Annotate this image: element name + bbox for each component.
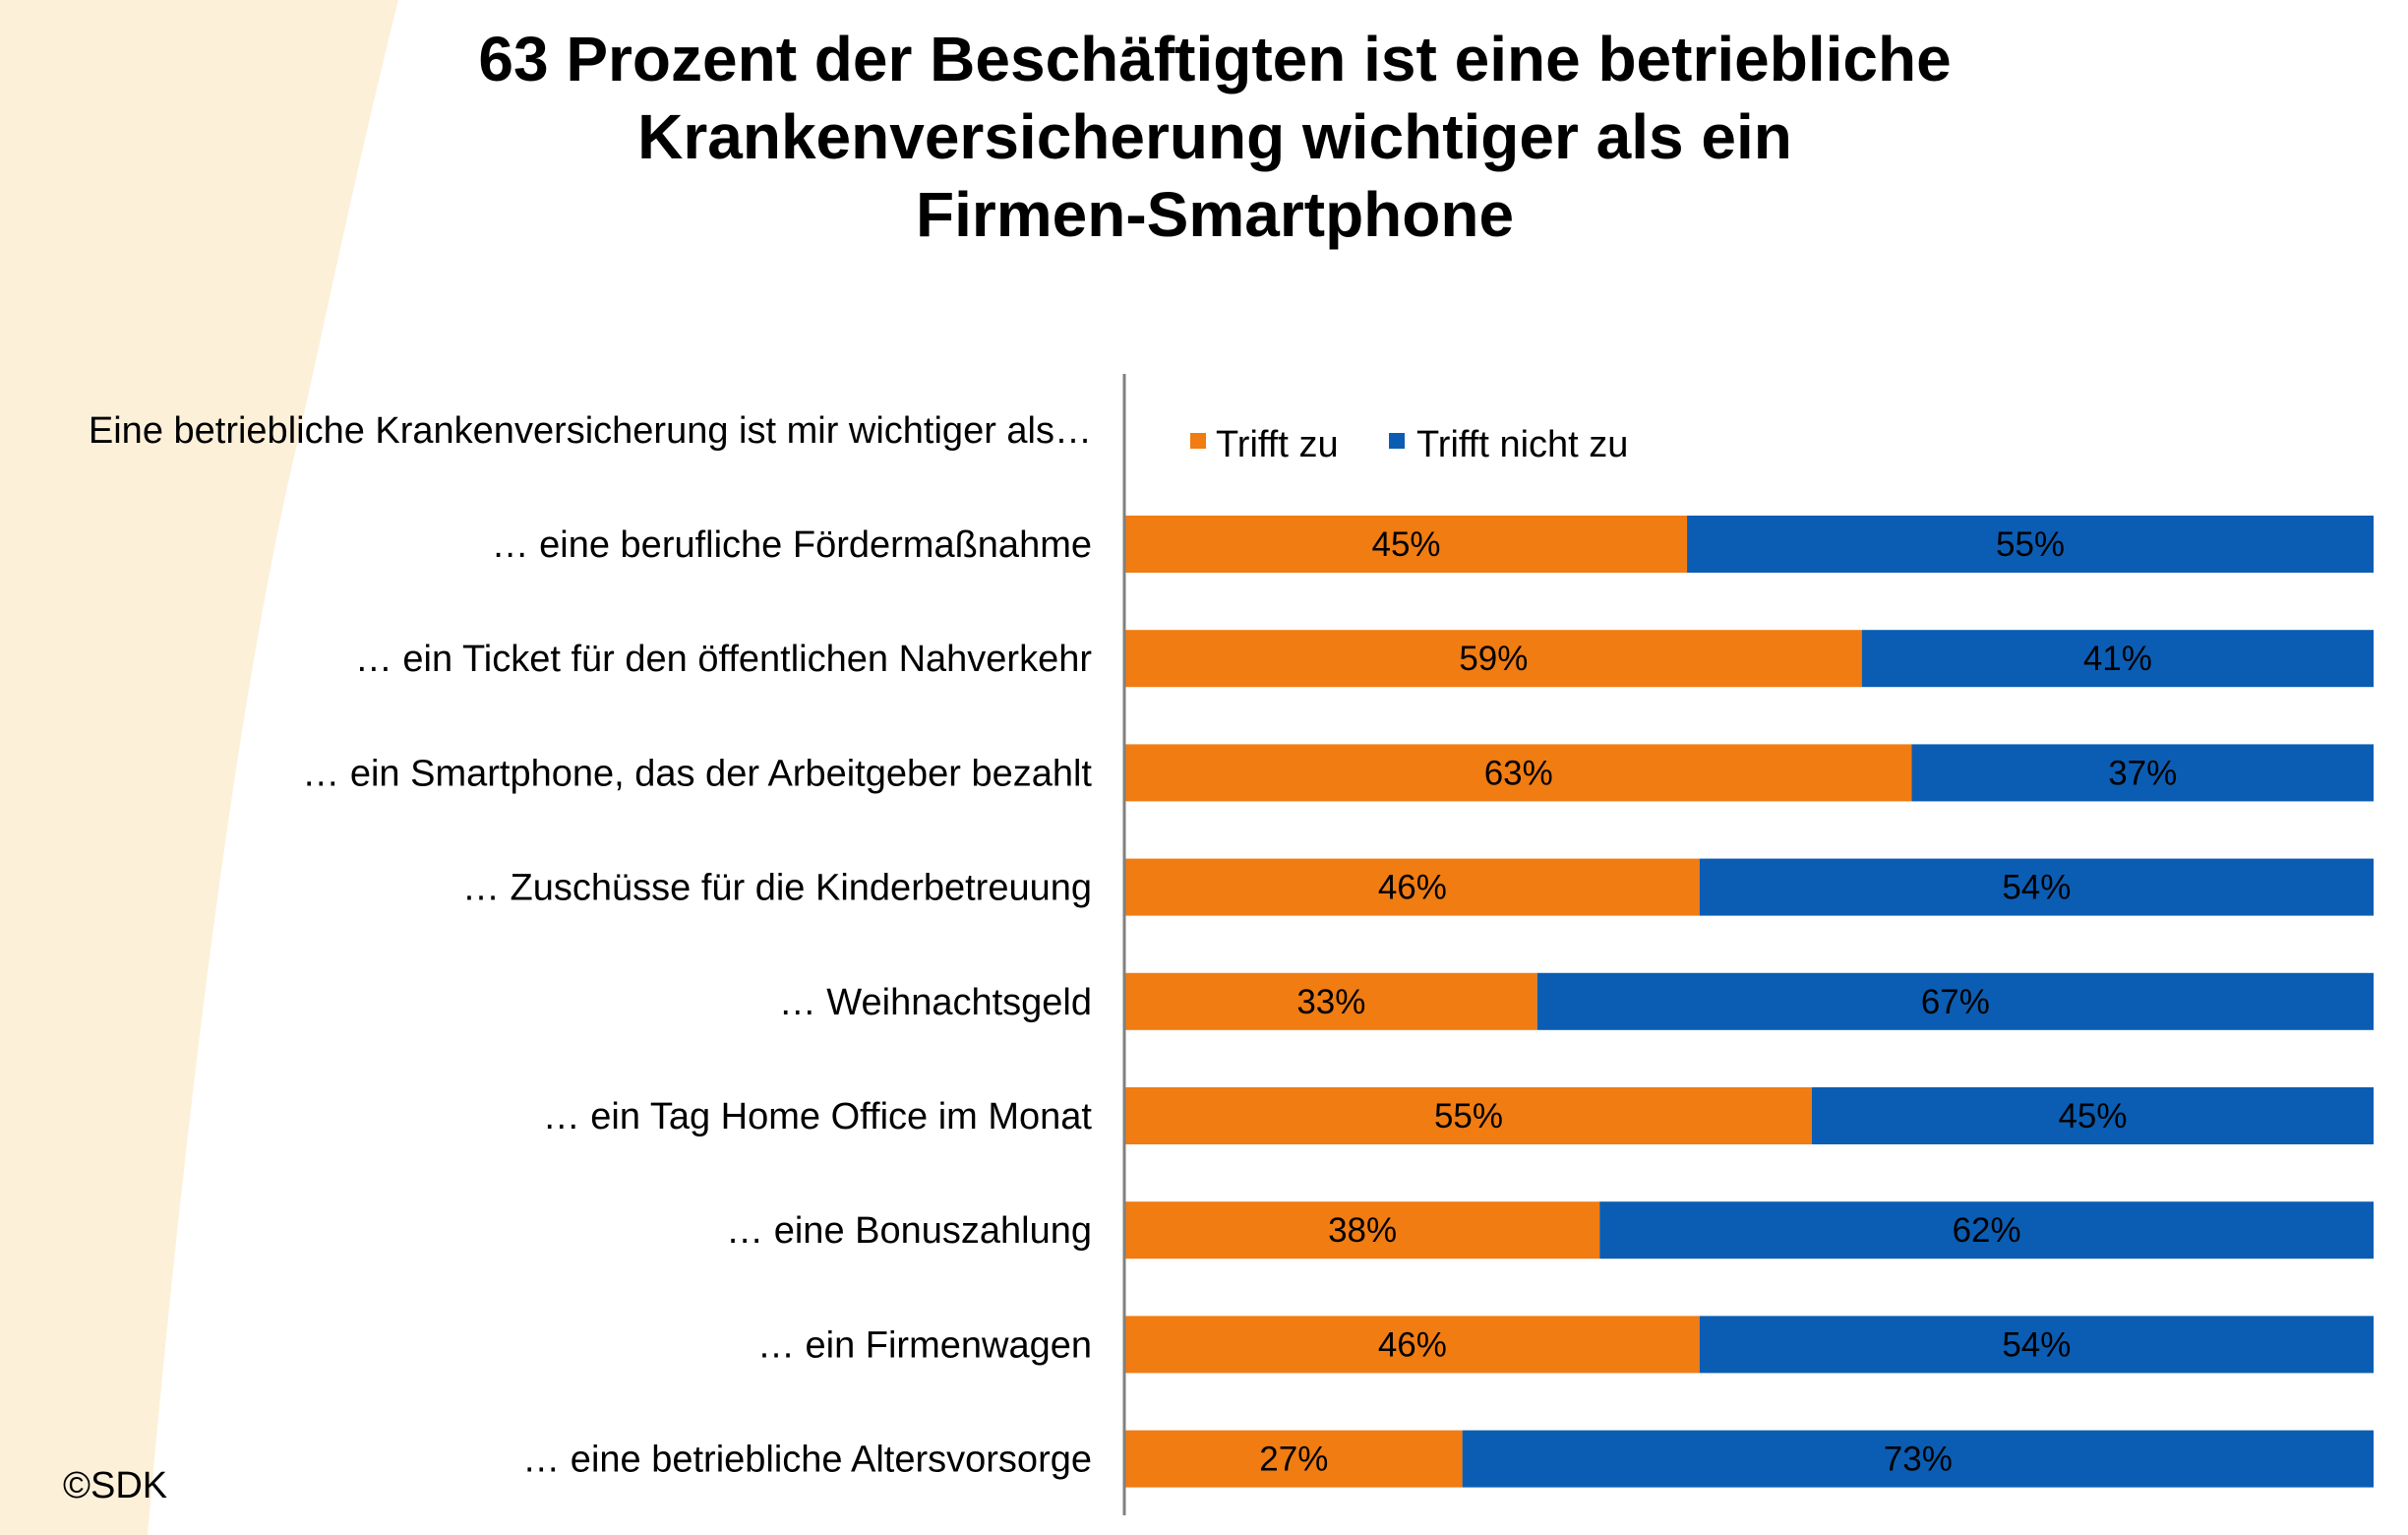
data-label: 33% bbox=[1296, 983, 1365, 1021]
data-label: 54% bbox=[2002, 869, 2071, 907]
bar-trifft-zu bbox=[1125, 1430, 1463, 1488]
background-swoosh-decoration bbox=[0, 0, 398, 1535]
bar-trifft-nicht-zu bbox=[1536, 972, 2374, 1030]
title-line-3: Firmen-Smartphone bbox=[916, 179, 1514, 250]
data-label: 45% bbox=[1371, 525, 1440, 564]
data-label: 27% bbox=[1259, 1441, 1328, 1479]
data-label: 62% bbox=[1953, 1211, 2021, 1250]
legend-swatch-trifft-nicht-zu bbox=[1389, 433, 1405, 449]
data-label: 37% bbox=[2108, 754, 2177, 792]
category-label: … ein Firmenwagen bbox=[757, 1324, 1092, 1366]
data-label: 46% bbox=[1378, 869, 1447, 907]
data-label: 46% bbox=[1378, 1325, 1447, 1364]
category-label: … ein Tag Home Office im Monat bbox=[543, 1096, 1093, 1137]
title-line-2: Krankenversicherung wichtiger als ein bbox=[637, 101, 1792, 172]
bar-trifft-zu bbox=[1125, 516, 1688, 573]
title-line-1: 63 Prozent der Beschäftigten ist eine be… bbox=[478, 24, 1951, 94]
category-labels: … eine berufliche Fördermaßnahme … ein Ti… bbox=[302, 524, 1092, 1481]
bar-trifft-zu bbox=[1125, 630, 1862, 688]
data-label: 67% bbox=[1921, 983, 1990, 1021]
bar-trifft-nicht-zu bbox=[1699, 1316, 2374, 1374]
bar-trifft-nicht-zu bbox=[1599, 1201, 2374, 1259]
category-label: … Weihnachtsgeld bbox=[779, 982, 1092, 1023]
category-label: … eine betriebliche Altersvorsorge bbox=[522, 1440, 1092, 1481]
copyright-text: ©SDK bbox=[63, 1465, 167, 1506]
data-label: 38% bbox=[1328, 1211, 1397, 1250]
legend-swatch-trifft-zu bbox=[1190, 433, 1206, 449]
bar-trifft-zu bbox=[1125, 972, 1537, 1030]
bar-trifft-zu bbox=[1125, 1316, 1700, 1374]
bar-trifft-zu bbox=[1125, 744, 1912, 802]
category-label: … eine Bonuszahlung bbox=[726, 1210, 1092, 1252]
chart-title: 63 Prozent der Beschäftigten ist eine be… bbox=[478, 24, 1951, 250]
data-label: 63% bbox=[1484, 754, 1553, 792]
legend: Trifft zu Trifft nicht zu bbox=[1190, 424, 1628, 465]
bar-trifft-nicht-zu bbox=[1911, 744, 2374, 802]
bar-trifft-zu bbox=[1125, 1201, 1600, 1259]
question-label: Eine betriebliche Krankenversicherung is… bbox=[89, 410, 1092, 452]
category-label: … eine berufliche Fördermaßnahme bbox=[492, 524, 1092, 566]
bar-trifft-zu bbox=[1125, 858, 1700, 916]
bar-trifft-nicht-zu bbox=[1462, 1430, 2374, 1488]
bars-layer: 45% 55% 59% 41% 63% 37% 46% 54% 33% 67% 55% 45% 38% 6… bbox=[1125, 516, 2374, 1488]
legend-label-trifft-zu: Trifft zu bbox=[1216, 424, 1339, 465]
data-label: 55% bbox=[1434, 1097, 1503, 1136]
bar-trifft-zu bbox=[1125, 1087, 1812, 1144]
data-label: 55% bbox=[1996, 525, 2065, 564]
category-label: … ein Ticket für den öffentlichen Nahver… bbox=[355, 639, 1092, 680]
bar-trifft-nicht-zu bbox=[1699, 858, 2374, 916]
data-label: 54% bbox=[2002, 1325, 2071, 1364]
data-label: 41% bbox=[2083, 640, 2152, 678]
data-label: 59% bbox=[1459, 640, 1528, 678]
bar-trifft-nicht-zu bbox=[1687, 516, 2374, 573]
data-label: 73% bbox=[1884, 1441, 1953, 1479]
bar-trifft-nicht-zu bbox=[1811, 1087, 2374, 1144]
legend-label-trifft-nicht-zu: Trifft nicht zu bbox=[1416, 424, 1628, 465]
bar-trifft-nicht-zu bbox=[1861, 630, 2374, 688]
data-label: 45% bbox=[2058, 1097, 2127, 1136]
category-label: … ein Smartphone, das der Arbeitgeber be… bbox=[302, 753, 1092, 794]
category-label: … Zuschüsse für die Kinderbetreuung bbox=[462, 868, 1092, 909]
